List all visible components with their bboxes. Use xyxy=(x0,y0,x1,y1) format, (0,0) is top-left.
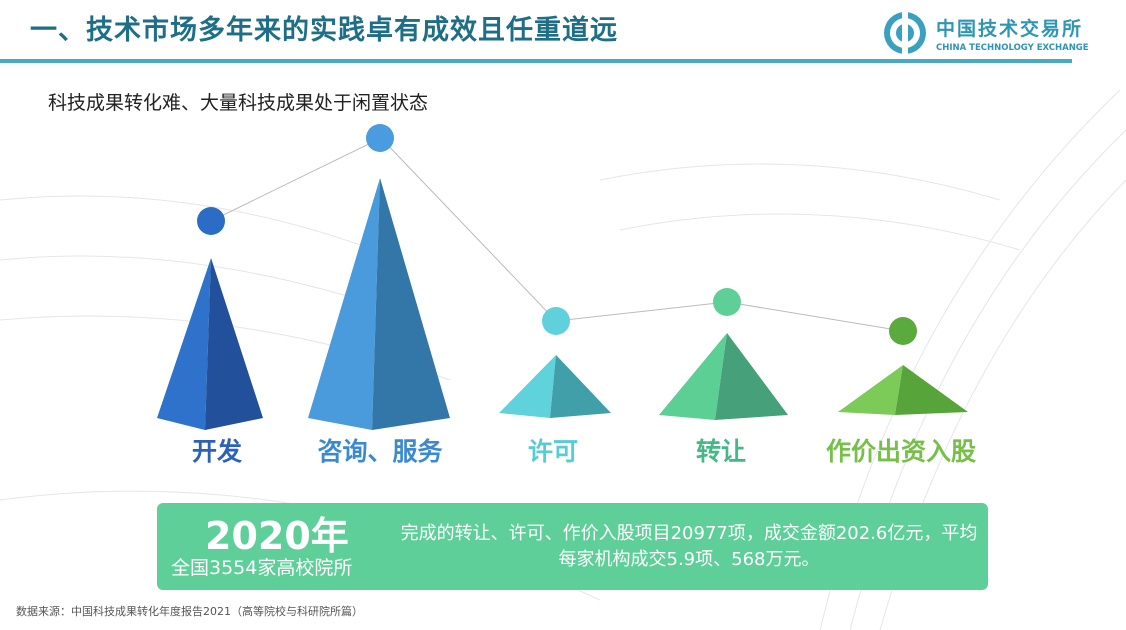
pyramid-left-face xyxy=(838,365,903,415)
logo-text-cn: 中国技术交易所 xyxy=(936,17,1084,40)
label-develop: 开发 xyxy=(191,437,243,466)
pyramid-right-face xyxy=(895,365,968,415)
pyramid-right-face xyxy=(372,178,450,430)
data-source: 数据来源：中国科技成果转化年度报告2021（高等院校与科研院所篇） xyxy=(16,605,363,618)
marker-dot xyxy=(713,288,741,316)
logo: 中国技术交易所 CHINA TECHNOLOGY EXCHANGE xyxy=(882,10,1089,56)
logo-text-en: CHINA TECHNOLOGY EXCHANGE xyxy=(936,42,1089,53)
title-divider xyxy=(0,59,1072,63)
marker-dot xyxy=(366,124,394,152)
pyramid-left-face xyxy=(499,355,556,418)
marker-dot xyxy=(542,307,570,335)
connector-line xyxy=(210,137,904,332)
label-consulting-service: 咨询、服务 xyxy=(317,437,443,466)
logo-icon xyxy=(884,10,926,56)
label-equity-investment: 作价出资入股 xyxy=(825,437,977,466)
summary-institutions: 全国3554家高校院所 xyxy=(171,557,353,579)
pyramid-right-face xyxy=(715,333,788,420)
slide-title: 一、技术市场多年来的实践卓有成效且任重道远 xyxy=(30,15,618,46)
label-transfer: 转让 xyxy=(695,437,747,466)
marker-dot xyxy=(197,207,225,235)
label-license: 许可 xyxy=(527,437,579,466)
summary-description: 完成的转让、许可、作价入股项目20977项，成交金额202.6亿元，平均每家机构… xyxy=(400,523,978,570)
summary-year: 2020年 xyxy=(205,514,349,558)
pyramid-right-face xyxy=(205,258,263,430)
subtitle: 科技成果转化难、大量科技成果处于闲置状态 xyxy=(48,92,429,114)
summary-box: 2020年 全国3554家高校院所 完成的转让、许可、作价入股项目20977项，… xyxy=(157,503,988,590)
pyramid-left-face xyxy=(659,333,727,420)
pyramid-left-face xyxy=(308,178,380,430)
pyramid-left-face xyxy=(157,258,211,430)
pyramid-right-face xyxy=(550,355,611,418)
marker-dot xyxy=(889,317,917,345)
